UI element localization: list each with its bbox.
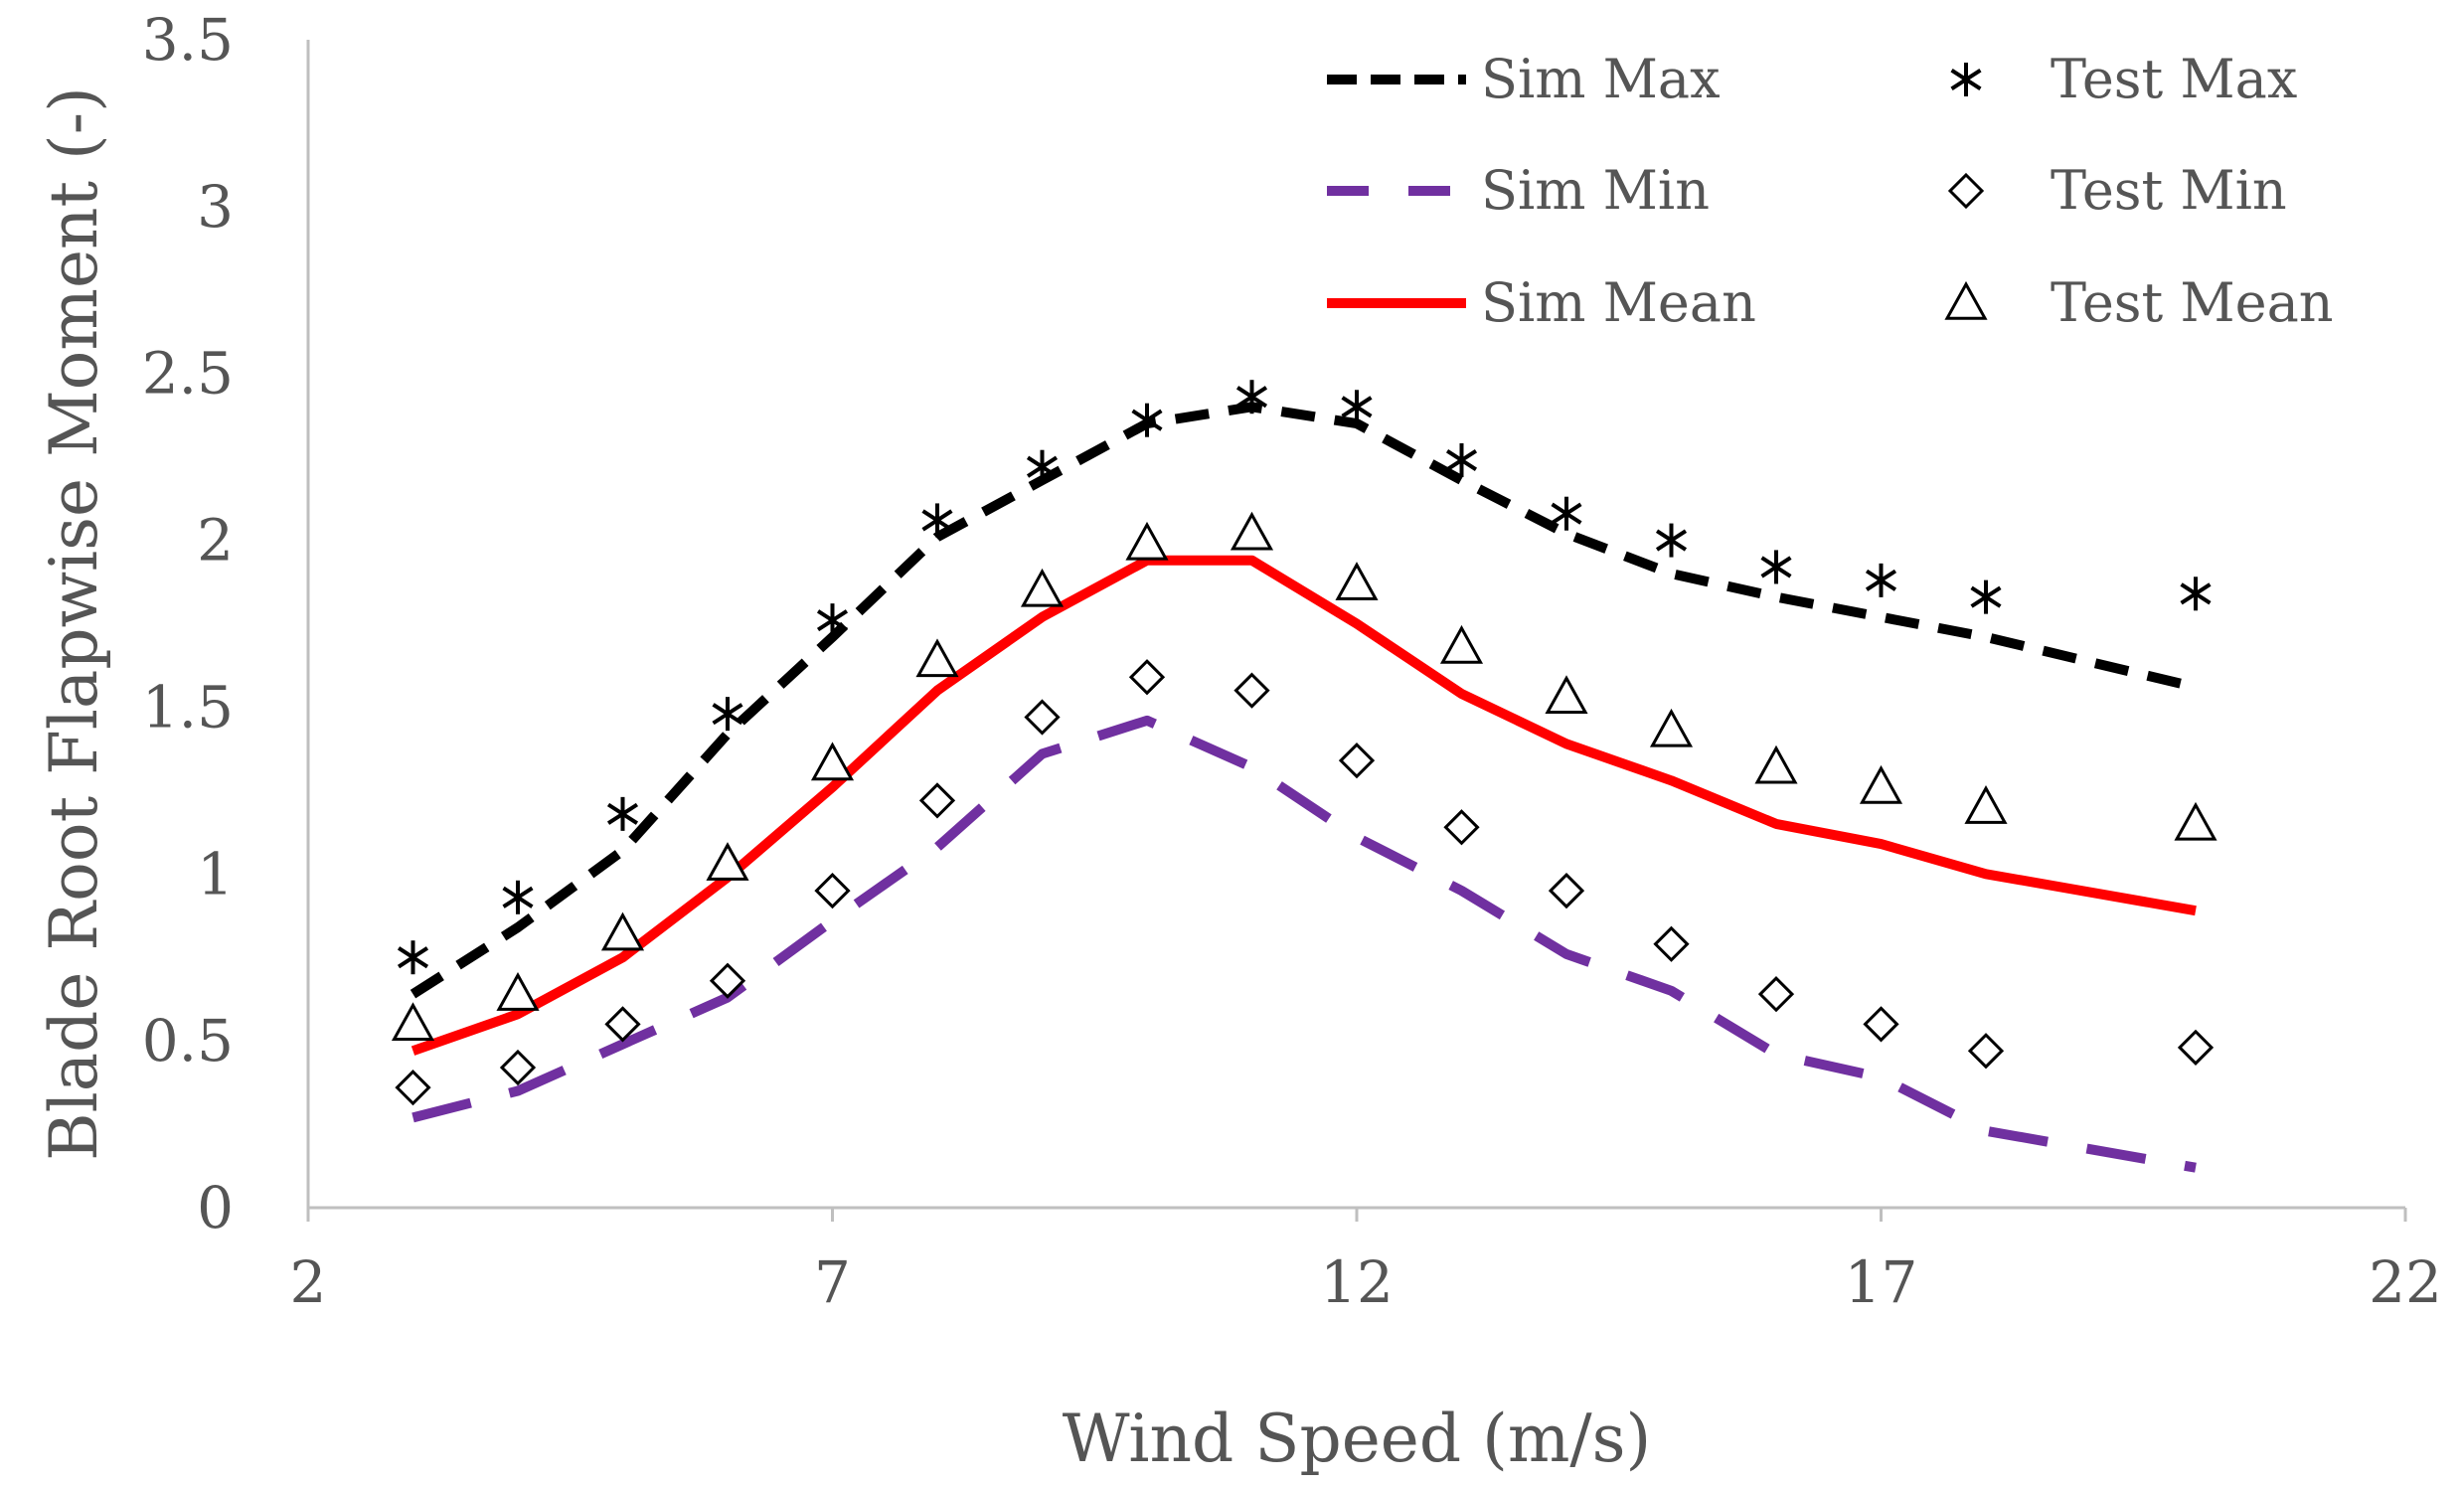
series-sim-max-line [410, 402, 2198, 999]
legend-item-test-min: Test Min [1947, 159, 2287, 222]
series-test-mean-point [1754, 744, 1798, 784]
series-test-max-point [606, 796, 639, 831]
series-test-mean-point [1125, 521, 1169, 561]
series-test-min-point [1653, 925, 1690, 962]
legend: Sim Max Sim Min Sim Mean Test Max Test Min Te… [1327, 48, 2334, 334]
series-test-min-point [1128, 659, 1166, 696]
legend-item-sim-min: Sim Min [1327, 159, 1710, 222]
series-test-mean-point [1649, 708, 1694, 747]
legend-label: Sim Max [1481, 48, 1721, 110]
y-axis-title: Blade Root Flapwise Moment (-) [36, 86, 112, 1161]
series-test-min-point [2177, 1029, 2215, 1066]
series-test-max-point [712, 697, 743, 732]
series-test-max-point [502, 880, 534, 914]
series-test-max-point [1655, 523, 1688, 558]
series-test-min-point [1863, 1006, 1899, 1043]
series-test-min-point [814, 872, 851, 909]
series-test-max-point [1445, 443, 1478, 477]
series-test-max-point [1865, 563, 1897, 597]
series-test-max-point [1551, 496, 1582, 531]
series-test-min-point [1024, 699, 1061, 736]
legend-swatch [1947, 172, 1985, 210]
x-tick-label: 22 [2369, 1248, 2442, 1316]
series-test-mean-point [810, 742, 855, 781]
series-test-max-point [2180, 577, 2212, 611]
series-test-min-point [604, 1006, 641, 1043]
x-tick-label: 12 [1320, 1248, 1394, 1316]
series-test-min-point [1548, 872, 1585, 909]
x-tick-label: 2 [290, 1248, 327, 1316]
x-tick-label: 17 [1845, 1248, 1918, 1316]
y-tick-label: 2.5 [142, 340, 234, 408]
series-test-max-point [1760, 550, 1792, 584]
x-axis-title: Wind Speed (m/s) [1063, 1401, 1652, 1477]
x-tick-label: 7 [814, 1248, 851, 1316]
series-test-max-point [1970, 579, 2002, 614]
series-test-min-point [1338, 743, 1376, 779]
y-tick-label: 0.5 [142, 1007, 234, 1074]
series-sim-mean-line [411, 555, 2197, 1056]
series-test-mean-point [496, 972, 540, 1011]
series-test-min-point [395, 1070, 431, 1106]
y-tick-label: 3.5 [142, 6, 234, 74]
y-tick-label: 1 [197, 840, 234, 908]
series-test-mean-point [391, 1002, 435, 1042]
series-test-min-point [1757, 976, 1795, 1013]
series-test-mean-point [1964, 785, 2008, 824]
series-test-min-point [709, 962, 746, 999]
series-test-mean-point [1545, 675, 1588, 715]
series-sim-min-line [411, 715, 2197, 1173]
series-test-max-point [397, 940, 429, 975]
series-test-mean-point [706, 842, 749, 881]
legend-swatch [1950, 63, 1982, 96]
series-test-mean-point [1439, 624, 1484, 664]
series-test-max-point [816, 603, 849, 638]
series-test-min-point [918, 782, 956, 819]
series-test-max-point [1235, 380, 1268, 414]
series-test-max-point [1131, 403, 1163, 437]
series-layer [410, 402, 2198, 1173]
series-test-min-point [1233, 672, 1270, 709]
legend-label: Test Mean [2051, 271, 2334, 334]
legend-label: Test Max [2051, 48, 2297, 110]
series-test-mean-point [2174, 801, 2218, 841]
legend-item-test-mean: Test Mean [1944, 271, 2334, 334]
legend-swatch [1944, 280, 1988, 320]
x-tick-labels: 2 7 12 17 22 [290, 1208, 2442, 1316]
legend-label: Sim Mean [1481, 271, 1756, 334]
markers-layer [391, 380, 2218, 1106]
legend-label: Sim Min [1481, 159, 1710, 222]
series-test-mean-point [1859, 764, 1903, 804]
series-test-mean-point [915, 638, 959, 678]
y-tick-label: 1.5 [142, 673, 234, 741]
series-test-mean-point [1335, 562, 1379, 600]
legend-label: Test Min [2051, 159, 2287, 222]
series-test-max-point [1026, 449, 1059, 484]
series-test-mean-point [1020, 568, 1065, 607]
series-test-min-point [1443, 809, 1480, 846]
series-test-min-point [1967, 1033, 2005, 1070]
series-test-min-point [499, 1049, 537, 1086]
y-tick-label: 0 [197, 1174, 234, 1241]
series-test-mean-point [1230, 511, 1274, 551]
legend-item-sim-max: Sim Max [1327, 48, 1721, 110]
y-tick-label: 2 [197, 507, 234, 575]
series-test-mean-point [600, 911, 645, 951]
y-tick-labels: 0 0.5 1 1.5 2 2.5 3 3.5 [142, 6, 234, 1241]
legend-item-test-max: Test Max [1950, 48, 2297, 110]
series-test-max-point [1341, 390, 1373, 424]
y-tick-label: 3 [197, 173, 234, 241]
legend-item-sim-mean: Sim Mean [1327, 271, 1756, 334]
series-test-max-point [921, 503, 953, 538]
